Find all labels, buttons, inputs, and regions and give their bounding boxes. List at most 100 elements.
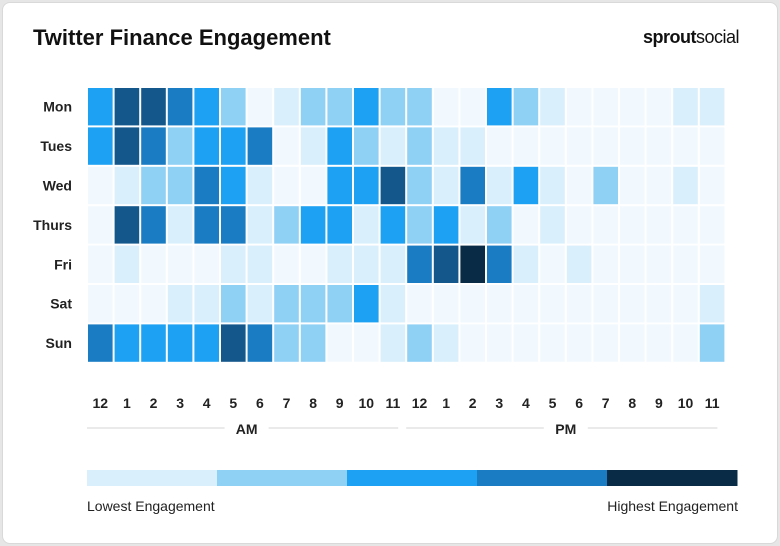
- heatmap-cell-thurs-1: [114, 206, 140, 244]
- column-label-0: 12: [93, 395, 109, 411]
- heatmap-cell-tues-9: [327, 127, 352, 165]
- heatmap-cell-sun-6: [247, 324, 273, 362]
- heatmap-cell-sun-7: [274, 324, 299, 362]
- heatmap-cell-sat-16: [513, 285, 539, 323]
- row-label-wed: Wed: [43, 178, 72, 194]
- heatmap-cell-wed-0: [88, 166, 113, 205]
- heatmap-cell-tues-21: [646, 127, 672, 165]
- heatmap-cell-sat-23: [699, 285, 725, 323]
- heatmap-cell-fri-2: [141, 245, 166, 283]
- heatmap-cell-sat-3: [167, 285, 193, 323]
- heatmap-cell-mon-2: [141, 88, 166, 126]
- column-label-23: 11: [705, 395, 720, 411]
- heatmap-cell-fri-0: [88, 245, 113, 283]
- column-label-10: 10: [359, 395, 375, 411]
- heatmap-cell-tues-14: [460, 127, 485, 165]
- column-label-8: 8: [309, 395, 317, 411]
- heatmap-cell-tues-5: [221, 127, 246, 165]
- heatmap-cell-sat-20: [620, 285, 645, 323]
- heatmap-cell-tues-8: [300, 127, 326, 165]
- heatmap-cell-fri-8: [300, 245, 326, 283]
- heatmap-cell-sun-11: [380, 324, 406, 362]
- heatmap-cell-fri-13: [433, 245, 459, 283]
- heatmap-cell-sun-21: [646, 324, 672, 362]
- column-label-6: 6: [256, 395, 264, 411]
- brand-logo: sproutsocial: [643, 27, 740, 48]
- heatmap-cell-thurs-0: [88, 206, 113, 244]
- column-label-9: 9: [336, 395, 344, 411]
- heatmap-cell-wed-12: [407, 166, 432, 205]
- legend-swatch-1: [217, 470, 348, 486]
- heatmap-cell-sat-12: [407, 285, 432, 323]
- heatmap-cell-thurs-18: [566, 206, 592, 244]
- heatmap-cell-mon-4: [194, 88, 219, 126]
- heatmap-cell-sat-7: [274, 285, 299, 323]
- heatmap-cell-sat-22: [673, 285, 698, 323]
- heatmap-cell-wed-14: [460, 166, 485, 205]
- heatmap-cell-tues-0: [88, 127, 113, 165]
- heatmap-cell-fri-18: [566, 245, 592, 283]
- legend-high-label: Highest Engagement: [607, 498, 738, 514]
- heatmap-cell-wed-22: [673, 166, 698, 205]
- heatmap-cell-sat-4: [194, 285, 219, 323]
- heatmap-cell-wed-15: [487, 166, 512, 205]
- heatmap-cell-fri-19: [593, 245, 618, 283]
- row-label-sun: Sun: [46, 335, 72, 351]
- heatmap-cell-tues-1: [114, 127, 140, 165]
- heatmap-cell-wed-6: [247, 166, 273, 205]
- legend-swatch-0: [87, 470, 218, 486]
- heatmap-cell-thurs-2: [141, 206, 166, 244]
- heatmap-cell-sat-2: [141, 285, 166, 323]
- heatmap-cell-thurs-15: [487, 206, 512, 244]
- heatmap-cell-tues-7: [274, 127, 299, 165]
- column-label-3: 3: [176, 395, 184, 411]
- heatmap-cell-thurs-10: [354, 206, 379, 244]
- period-label-am: AM: [236, 421, 258, 437]
- heatmap-cell-mon-3: [167, 88, 193, 126]
- heatmap-cell-fri-22: [673, 245, 698, 283]
- column-label-1: 1: [123, 395, 131, 411]
- heatmap-cell-tues-17: [540, 127, 565, 165]
- column-label-19: 7: [602, 395, 610, 411]
- heatmap-cell-mon-14: [460, 88, 485, 126]
- column-label-16: 4: [522, 395, 530, 411]
- heatmap-cell-sun-1: [114, 324, 140, 362]
- heatmap-cell-wed-18: [566, 166, 592, 205]
- column-label-17: 5: [549, 395, 557, 411]
- heatmap-cell-wed-9: [327, 166, 352, 205]
- heatmap-cell-tues-4: [194, 127, 219, 165]
- heatmap-cell-thurs-4: [194, 206, 219, 244]
- brand-logo-part2: social: [695, 27, 740, 47]
- heatmap-cell-thurs-5: [221, 206, 246, 244]
- heatmap-cell-tues-3: [167, 127, 193, 165]
- column-label-21: 9: [655, 395, 663, 411]
- heatmap-cell-sun-20: [620, 324, 645, 362]
- heatmap-cell-wed-5: [221, 166, 246, 205]
- heatmap-cell-sun-22: [673, 324, 698, 362]
- heatmap-cell-wed-2: [141, 166, 166, 205]
- legend-swatch-3: [477, 470, 608, 486]
- heatmap-cell-thurs-13: [433, 206, 459, 244]
- heatmap-cell-thurs-9: [327, 206, 352, 244]
- legend-low-label: Lowest Engagement: [87, 498, 215, 514]
- heatmap-cell-sat-19: [593, 285, 618, 323]
- column-label-7: 7: [283, 395, 291, 411]
- heatmap-cell-wed-3: [167, 166, 193, 205]
- heatmap-cell-fri-3: [167, 245, 193, 283]
- heatmap-cell-mon-9: [327, 88, 352, 126]
- heatmap-cell-sat-6: [247, 285, 273, 323]
- heatmap-cell-fri-10: [354, 245, 379, 283]
- heatmap-cell-fri-5: [221, 245, 246, 283]
- heatmap-cell-wed-13: [433, 166, 459, 205]
- heatmap-cell-mon-22: [673, 88, 698, 126]
- heatmap-cell-fri-16: [513, 245, 539, 283]
- heatmap-cell-tues-11: [380, 127, 406, 165]
- column-label-2: 2: [150, 395, 158, 411]
- heatmap-cell-fri-12: [407, 245, 432, 283]
- heatmap-cell-fri-14: [460, 245, 485, 283]
- row-label-fri: Fri: [54, 256, 72, 272]
- heatmap-cell-sun-0: [88, 324, 113, 362]
- heatmap-cell-sun-12: [407, 324, 432, 362]
- heatmap-cell-sun-13: [433, 324, 459, 362]
- heatmap-cell-sat-9: [327, 285, 352, 323]
